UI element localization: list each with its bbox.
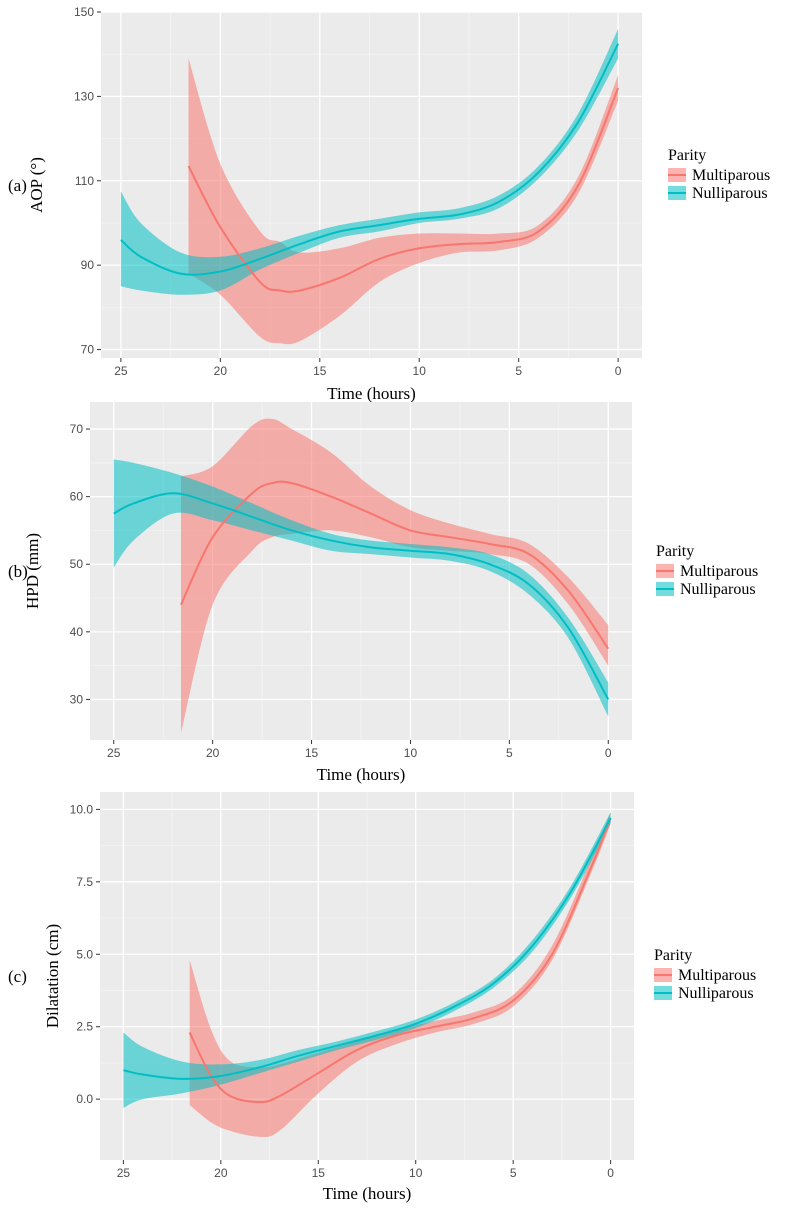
x-axis-title: Time (hours) (323, 1184, 412, 1203)
confidence-band-nulliparous (113, 459, 609, 717)
y-tick-label: 2.5 (76, 1020, 93, 1034)
series-line-nulliparous (120, 43, 620, 276)
confidence-band-multiparous (189, 812, 611, 1137)
x-axis-title: Time (hours) (327, 384, 416, 403)
confidence-band-nulliparous (120, 28, 619, 295)
x-tick-label: 0 (615, 364, 622, 378)
plot-area (113, 418, 610, 734)
y-axis-title: Dilatation (cm) (43, 924, 62, 1028)
series-line-multiparous (188, 817, 612, 1104)
y-tick-label: 70 (81, 343, 95, 357)
x-axis-title: Time (hours) (317, 765, 406, 784)
series-line-nulliparous (113, 492, 610, 700)
chart-panel-3: 0.0 2.5 5.0 7.5 10.0 25 20 15 10 5 0 Time (hours) Di… (8, 792, 756, 1203)
plot-background (101, 12, 642, 358)
y-tick-label: 30 (70, 692, 84, 706)
x-tick-label: 15 (313, 364, 327, 378)
legend-title: Parity (668, 147, 706, 164)
x-tick-label: 5 (510, 1166, 517, 1180)
x-tick-label: 25 (114, 364, 128, 378)
panel-label: (b) (8, 562, 28, 581)
legend-label-multiparous: Multiparous (692, 167, 770, 184)
x-tick-label: 5 (515, 364, 522, 378)
y-tick-label: 50 (70, 557, 84, 571)
y-tick-label: 0.0 (76, 1092, 93, 1106)
x-tick-label: 25 (117, 1166, 131, 1180)
x-tick-label: 0 (607, 1166, 614, 1180)
x-tick-label: 0 (605, 746, 612, 760)
legend-label-multiparous: Multiparous (680, 563, 758, 580)
y-tick-label: 70 (70, 422, 84, 436)
legend-label-nulliparous: Nulliparous (692, 185, 768, 202)
chart-panel-1: 70 90 110 130 150 25 20 15 10 5 0 Time (hours) AOP (… (8, 5, 770, 403)
x-tick-label: 20 (206, 746, 220, 760)
y-axis-title: AOP (°) (27, 157, 46, 213)
legend-title: Parity (656, 543, 694, 560)
y-tick-label: 90 (81, 258, 95, 272)
confidence-band-multiparous (188, 58, 619, 345)
series-line-multiparous (187, 87, 620, 293)
y-tick-label: 40 (70, 625, 84, 639)
legend-title: Parity (654, 947, 692, 964)
x-tick-label: 5 (506, 746, 513, 760)
y-tick-label: 7.5 (76, 875, 93, 889)
x-tick-label: 10 (413, 364, 427, 378)
plot-area (123, 812, 612, 1137)
x-tick-label: 15 (312, 1166, 326, 1180)
legend-label-nulliparous: Nulliparous (678, 985, 754, 1002)
y-tick-label: 150 (74, 5, 94, 19)
x-tick-label: 20 (214, 364, 228, 378)
y-tick-label: 110 (75, 174, 94, 188)
confidence-band-multiparous (180, 418, 609, 734)
series-line-nulliparous (123, 817, 612, 1080)
plot-area (120, 28, 620, 345)
panel-label: (a) (8, 176, 27, 195)
y-tick-label: 130 (74, 89, 94, 103)
legend-label-nulliparous: Nulliparous (680, 581, 756, 598)
x-tick-label: 10 (404, 746, 418, 760)
panel-label: (c) (8, 967, 27, 986)
legend-label-multiparous: Multiparous (678, 967, 756, 984)
y-axis-title: HPD (mm) (23, 533, 42, 609)
x-tick-label: 20 (214, 1166, 228, 1180)
y-tick-label: 5.0 (76, 947, 93, 961)
x-tick-label: 25 (107, 746, 121, 760)
x-tick-label: 10 (409, 1166, 423, 1180)
x-tick-label: 15 (305, 746, 319, 760)
series-line-multiparous (180, 480, 610, 650)
y-tick-label: 60 (70, 490, 84, 504)
y-tick-label: 10.0 (70, 802, 94, 816)
